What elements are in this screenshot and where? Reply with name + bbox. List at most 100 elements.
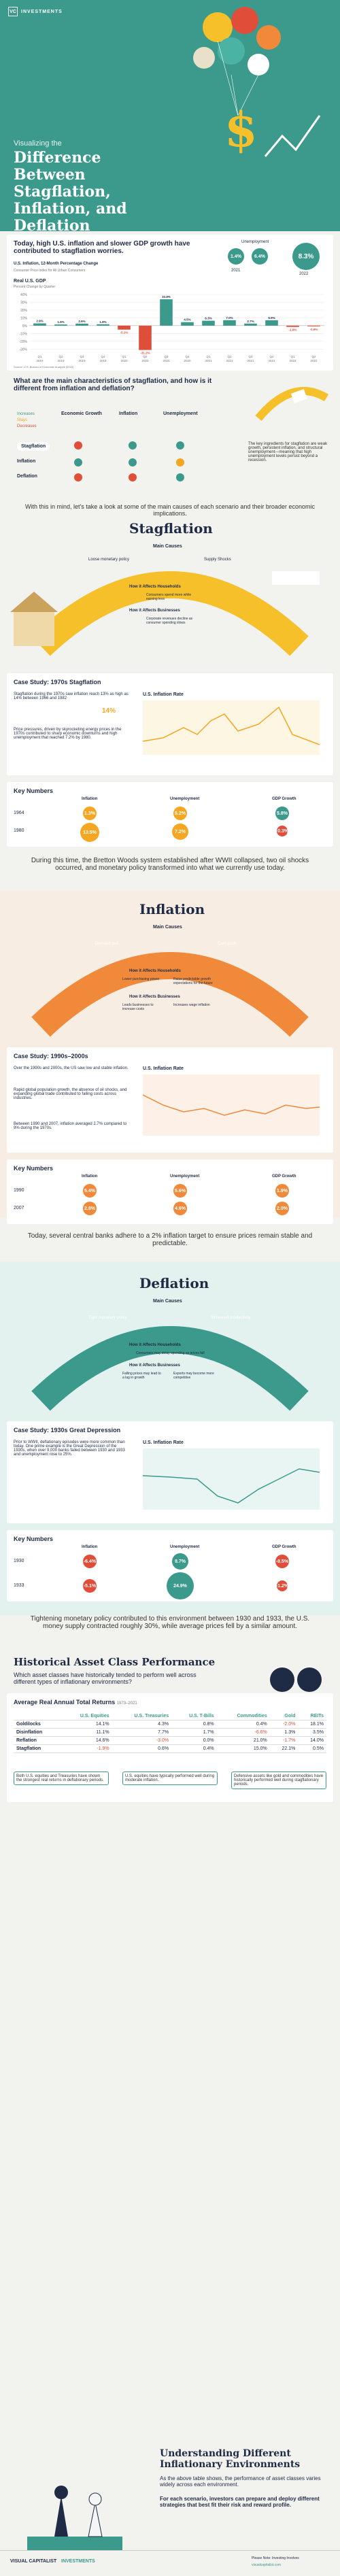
gdp-bar bbox=[118, 325, 131, 330]
deflation-cause-2: Increased productivity bbox=[211, 1316, 251, 1320]
inflation-case-title: Case Study: 1990s–2000s bbox=[14, 1053, 88, 1060]
inflation-main-causes: Main Causes bbox=[153, 925, 182, 930]
brand-logo[interactable]: VC INVESTMENTS bbox=[8, 7, 63, 16]
stagflation-main-causes: Main Causes bbox=[153, 544, 182, 549]
gdp-bar bbox=[286, 325, 299, 327]
dk-col-1: Inflation bbox=[82, 1545, 98, 1549]
sk-col-3: GDP Growth bbox=[272, 797, 296, 801]
x-tick-label: 2020 bbox=[120, 359, 128, 362]
asset-col-header: U.S. Equities bbox=[60, 1712, 112, 1721]
sk-r2-v2: 7.2% bbox=[172, 824, 188, 840]
sk-year-2: 1980 bbox=[14, 828, 24, 833]
inflation-title: Inflation bbox=[139, 901, 205, 917]
cpi-sub: Consumer Price Index for All Urban Consu… bbox=[14, 269, 86, 273]
table-cell: 1.3% bbox=[269, 1728, 299, 1737]
svg-text:$: $ bbox=[224, 101, 258, 158]
asset-perf-title: Historical Asset Class Performance bbox=[14, 1656, 216, 1668]
table-cell: 3.5% bbox=[298, 1728, 326, 1737]
y-tick-label: -10% bbox=[19, 332, 27, 336]
inflation-illustration bbox=[31, 952, 309, 1037]
sk-r1-v2: 5.2% bbox=[173, 807, 187, 820]
dk-r1-v2: 8.7% bbox=[172, 1553, 188, 1570]
char-row-inflation: Inflation bbox=[17, 459, 36, 464]
stagflation-inflation-chart bbox=[143, 700, 320, 755]
row-label: Stagflation bbox=[14, 1744, 61, 1753]
footer-cta: Please Note: Investing Involves bbox=[252, 2556, 299, 2560]
asset-col-header: REITs bbox=[298, 1712, 326, 1721]
char-col-growth: Economic Growth bbox=[61, 411, 102, 416]
x-tick-label: 2019 bbox=[99, 359, 107, 362]
footer-brand[interactable]: VISUAL CAPITALIST bbox=[10, 2559, 57, 2564]
x-tick-label: Q3 bbox=[164, 355, 169, 358]
deflation-key-card: Key Numbers Inflation Unemployment GDP G… bbox=[7, 1530, 333, 1601]
x-tick-label: Q1 bbox=[206, 355, 211, 358]
gdp-data-label: 33.8% bbox=[162, 295, 171, 299]
brand-mark: VC bbox=[8, 7, 18, 16]
gdp-data-label: 2.6% bbox=[78, 320, 85, 323]
gdp-bar-chart: 40%30%20%10%0%-10%-20%-30%2.9%Q120191.5%… bbox=[19, 293, 324, 362]
x-tick-label: Q1 bbox=[290, 355, 295, 358]
gdp-data-label: 6.3% bbox=[205, 317, 211, 320]
deflation-chart-title: U.S. Inflation Rate bbox=[143, 1440, 184, 1445]
unemp-2021-circle: 6.4% bbox=[252, 248, 268, 265]
x-tick-label: 2019 bbox=[78, 359, 86, 362]
inflation-household-2: Raise predictable growth expectations fo… bbox=[173, 977, 213, 985]
dk-r2-v2: 24.9% bbox=[167, 1572, 194, 1599]
legend-increases: Increases bbox=[17, 412, 35, 416]
x-tick-label: 2019 bbox=[36, 359, 44, 362]
stagflation-households: How it Affects Households bbox=[129, 585, 181, 589]
gdp-bar bbox=[75, 323, 88, 326]
asset-col-header: Commodities bbox=[216, 1712, 270, 1721]
table-cell: 4.3% bbox=[112, 1720, 172, 1729]
asset-note-3: Defensive assets like gold and commoditi… bbox=[231, 1772, 326, 1789]
conclusion-text1: As the above table shows, the performanc… bbox=[160, 2475, 321, 2488]
dk-year-1: 1930 bbox=[14, 1559, 24, 1563]
sk-col-2: Unemployment bbox=[170, 797, 200, 801]
sk-r1-v3: 5.8% bbox=[275, 807, 289, 820]
sk-r1-v1: 1.3% bbox=[83, 807, 97, 820]
table-cell: -3.0% bbox=[112, 1736, 172, 1745]
gdp-data-label: 2.7% bbox=[247, 320, 254, 323]
inflation-cause-1: Demand-pull bbox=[95, 942, 119, 946]
table-cell: 18.1% bbox=[298, 1720, 326, 1729]
y-tick-label: -30% bbox=[19, 348, 27, 352]
deflation-household-1: Consumers may delay spending as prices f… bbox=[136, 1351, 205, 1355]
gdp-source: Source: U.S. Bureau of Economic Analysis… bbox=[14, 365, 74, 369]
gdp-data-label: 2.9% bbox=[36, 320, 43, 323]
inflation-chart-title: U.S. Inflation Rate bbox=[143, 1066, 184, 1071]
stagflation-cause-1: Loose monetary policy bbox=[88, 558, 130, 562]
asset-col-header: U.S. Treasuries bbox=[112, 1712, 172, 1721]
asset-perf-subtitle: Which asset classes have historically te… bbox=[14, 1672, 197, 1685]
x-tick-label: Q2 bbox=[227, 355, 232, 358]
inflation-households: How it Affects Households bbox=[129, 969, 181, 973]
footer: VISUAL CAPITALIST INVESTMENTS Please Not… bbox=[0, 2550, 340, 2576]
ik-r2-v2: 4.6% bbox=[173, 1202, 187, 1215]
asset-table-title-text: Average Real Annual Total Returns bbox=[14, 1699, 116, 1706]
conclusion-text2: For each scenario, investors can prepare… bbox=[160, 2496, 320, 2508]
characteristics-note: The key ingredients for stagflation are … bbox=[248, 442, 328, 462]
table-cell: -6.6% bbox=[216, 1728, 270, 1737]
table-cell: 0.8% bbox=[171, 1720, 217, 1729]
table-cell: 0.4% bbox=[171, 1744, 217, 1753]
table-row: Stagflation -1.9% 0.6% 0.4% 15.0% 22.1% 0.5% bbox=[14, 1744, 326, 1753]
x-tick-label: 2021 bbox=[226, 359, 233, 362]
gdp-data-label: -31.2% bbox=[140, 352, 150, 355]
footer-url[interactable]: visualcapitalist.com bbox=[252, 2563, 282, 2567]
hero-banner: VC INVESTMENTS $ Visualizing the Differe… bbox=[0, 0, 340, 235]
footer-partner[interactable]: INVESTMENTS bbox=[61, 2559, 95, 2564]
row-label: Goldilocks bbox=[14, 1720, 61, 1729]
hero-subtitle: Visualizing the bbox=[14, 139, 62, 148]
y-tick-label: 30% bbox=[20, 301, 28, 305]
x-tick-label: Q1 bbox=[37, 355, 42, 358]
stagflation-case-text1: Stagflation during the 1970s saw inflati… bbox=[14, 692, 129, 700]
deflation-case-card: Case Study: 1930s Great Depression Prior… bbox=[7, 1421, 333, 1523]
deflation-rate-chart bbox=[143, 1448, 320, 1510]
x-tick-label: 2019 bbox=[57, 359, 65, 362]
char-col-inflation: Inflation bbox=[119, 411, 138, 416]
inflation-case-text1: Over the 1990s and 2000s, the US saw low… bbox=[14, 1066, 129, 1070]
gdp-data-label: -1.6% bbox=[289, 328, 297, 332]
x-tick-label: Q3 bbox=[80, 355, 84, 358]
asset-col-header: U.S. T-Bills bbox=[171, 1712, 217, 1721]
y-tick-label: 0% bbox=[22, 324, 28, 328]
gdp-bar bbox=[160, 299, 173, 326]
